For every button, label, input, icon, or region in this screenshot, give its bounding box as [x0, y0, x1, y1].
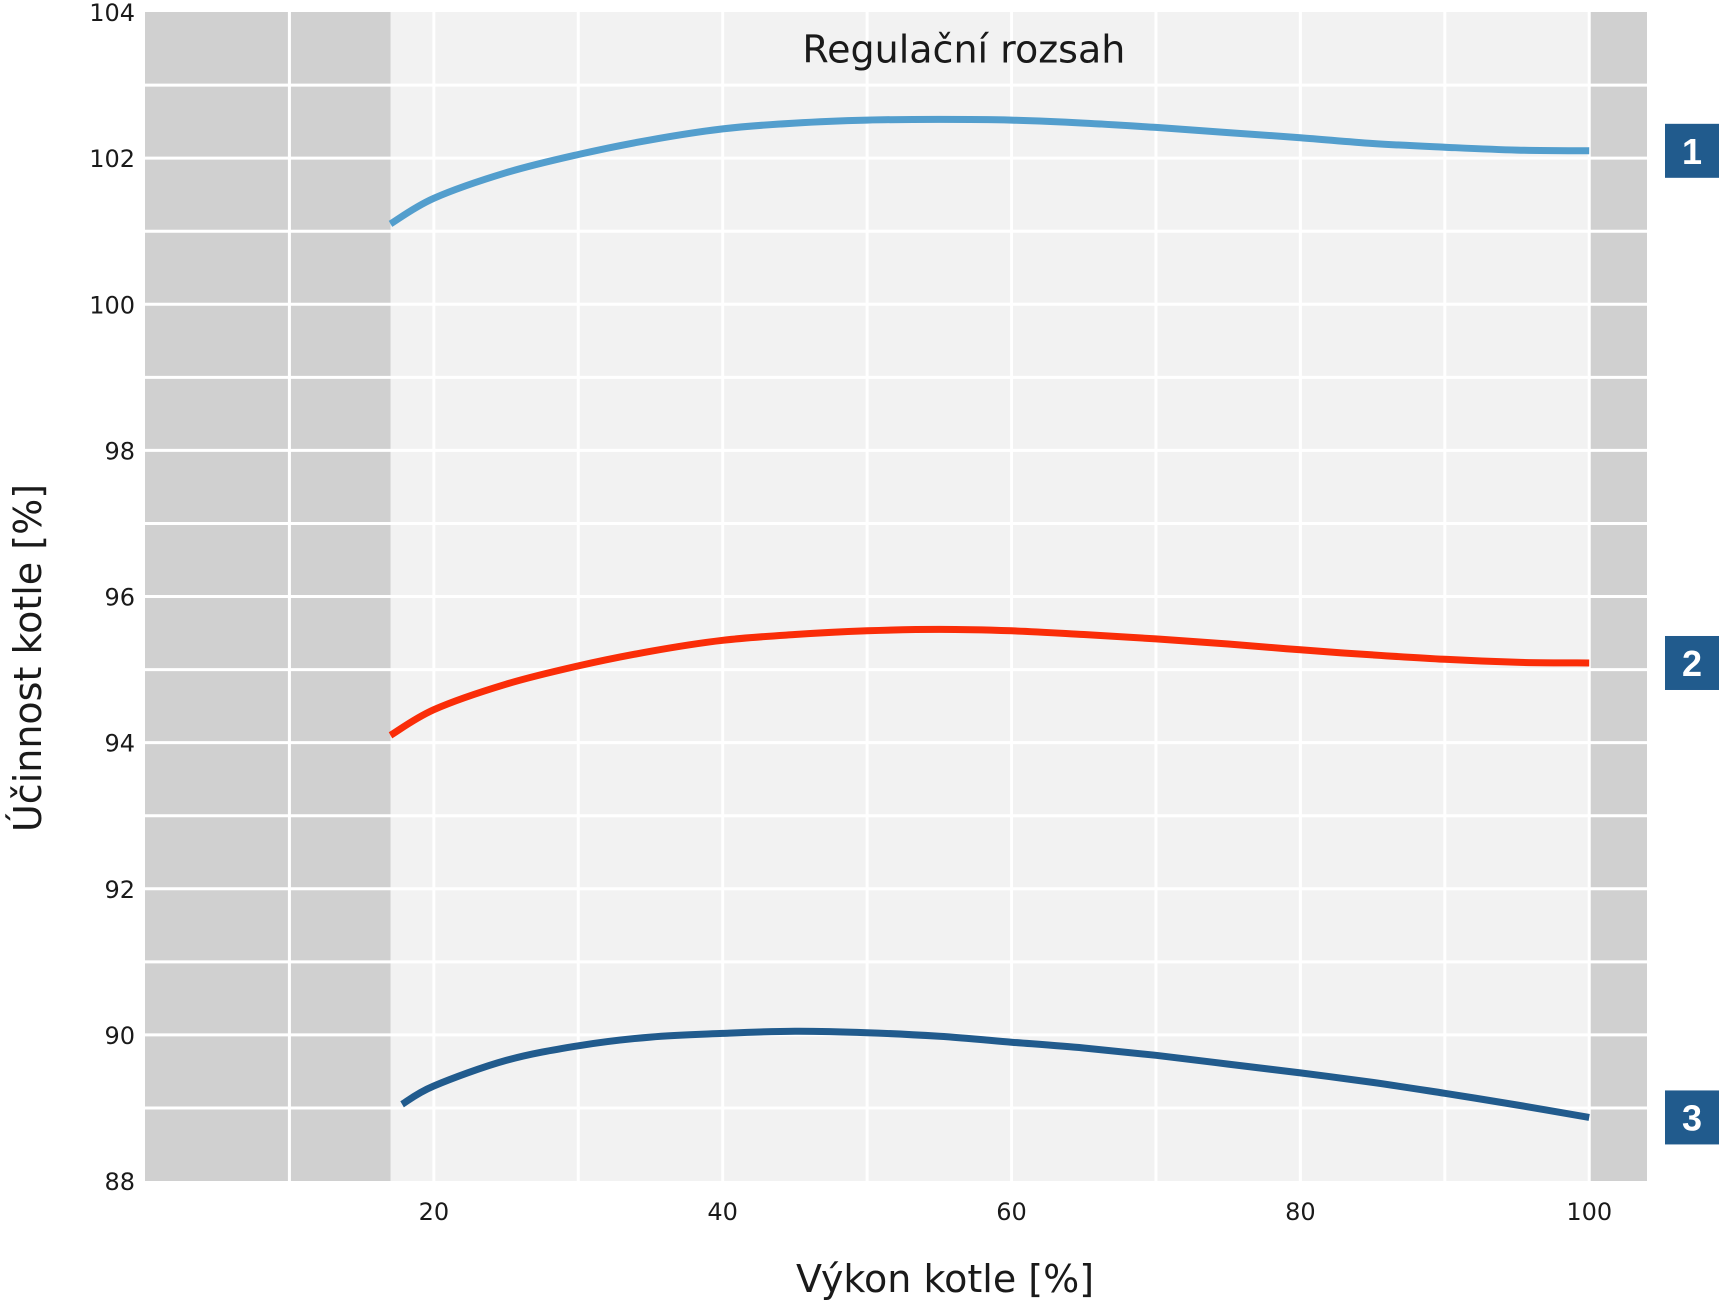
series-line-2 [388, 625, 1590, 739]
badge-number: 3 [1682, 1097, 1702, 1138]
y-tick-label: 102 [89, 145, 135, 173]
badge-number: 2 [1682, 643, 1702, 684]
x-tick-label: 80 [1285, 1198, 1316, 1226]
y-tick-label: 100 [89, 291, 135, 319]
y-tick-label: 104 [89, 0, 135, 27]
badge-box [1665, 123, 1719, 178]
series-line-1 [388, 115, 1590, 227]
y-tick-label: 96 [104, 584, 135, 612]
y-tick-labels: 88 90 92 94 96 98 100 102 104 [89, 0, 135, 1196]
series-badge-1: 1 [1665, 123, 1719, 178]
series-badges: 1 2 3 [1665, 123, 1719, 1145]
series-lines [388, 115, 1590, 1121]
control-range-label: Regulační rozsah [802, 28, 1125, 72]
series-badge-2: 2 [1665, 635, 1719, 690]
badge-number: 1 [1682, 131, 1702, 172]
x-tick-label: 40 [707, 1198, 738, 1226]
y-tick-label: 88 [104, 1168, 135, 1196]
badge-box [1665, 635, 1719, 690]
x-tick-label: 100 [1566, 1198, 1612, 1226]
x-axis-title: Výkon kotle [%] [796, 1257, 1094, 1301]
series-badge-3: 3 [1665, 1090, 1719, 1145]
badge-box [1665, 1090, 1719, 1145]
x-tick-labels: 20 40 60 80 100 [419, 1198, 1613, 1226]
y-tick-label: 98 [104, 437, 135, 465]
series-line-3 [400, 1027, 1590, 1121]
y-tick-label: 90 [104, 1022, 135, 1050]
y-tick-label: 92 [104, 876, 135, 904]
x-tick-label: 20 [419, 1198, 450, 1226]
x-tick-label: 60 [996, 1198, 1027, 1226]
gridlines [145, 12, 1647, 1181]
y-tick-label: 94 [104, 730, 135, 758]
y-axis-title: Účinnost kotle [%] [6, 484, 50, 832]
